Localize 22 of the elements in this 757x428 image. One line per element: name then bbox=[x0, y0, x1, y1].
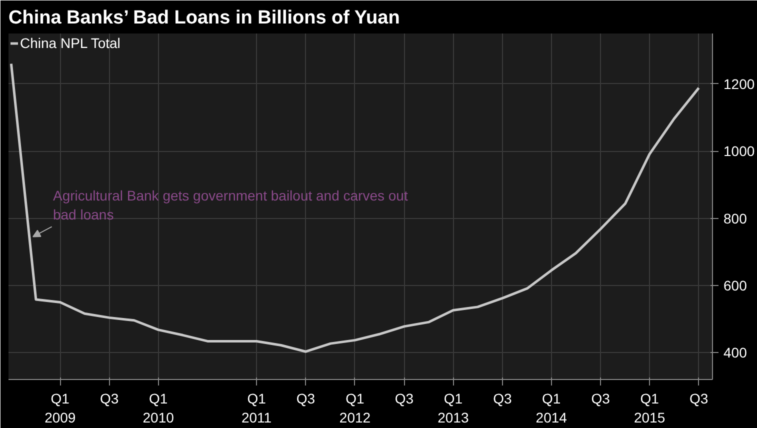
legend-label: China NPL Total bbox=[20, 35, 120, 51]
x-tick-label: Q3 bbox=[100, 390, 119, 406]
x-tick-label: Q1 2014 bbox=[536, 390, 568, 426]
x-tick-label: Q1 2013 bbox=[438, 390, 469, 426]
x-tick-label: Q3 bbox=[689, 390, 708, 406]
y-tick-label: 1000 bbox=[724, 143, 755, 160]
x-tick-label: Q1 2015 bbox=[634, 390, 666, 426]
y-tick-label: 1200 bbox=[724, 76, 755, 92]
y-tick-label: 400 bbox=[724, 344, 748, 361]
x-tick-label: Q3 bbox=[296, 390, 316, 406]
x-tick-label: Q3 bbox=[394, 390, 414, 406]
y-tick-label: 600 bbox=[724, 277, 748, 294]
x-tick-label: Q1 2009 bbox=[44, 390, 76, 426]
annotation: Agricultural Bank gets government bailout and carves out bad loans bbox=[52, 188, 408, 223]
x-tick-label: Q3 bbox=[493, 390, 512, 406]
chart-title: China Banks’ Bad Loans in Billions of Yuan bbox=[8, 8, 400, 28]
y-tick-label: 800 bbox=[724, 210, 748, 226]
line-series bbox=[10, 62, 700, 353]
x-tick-label: Q1 2010 bbox=[142, 390, 174, 426]
x-tick-label: Q1 2011 bbox=[241, 390, 272, 426]
x-tick-label: Q1 2012 bbox=[339, 390, 371, 426]
x-tick-label: Q3 bbox=[591, 390, 610, 406]
